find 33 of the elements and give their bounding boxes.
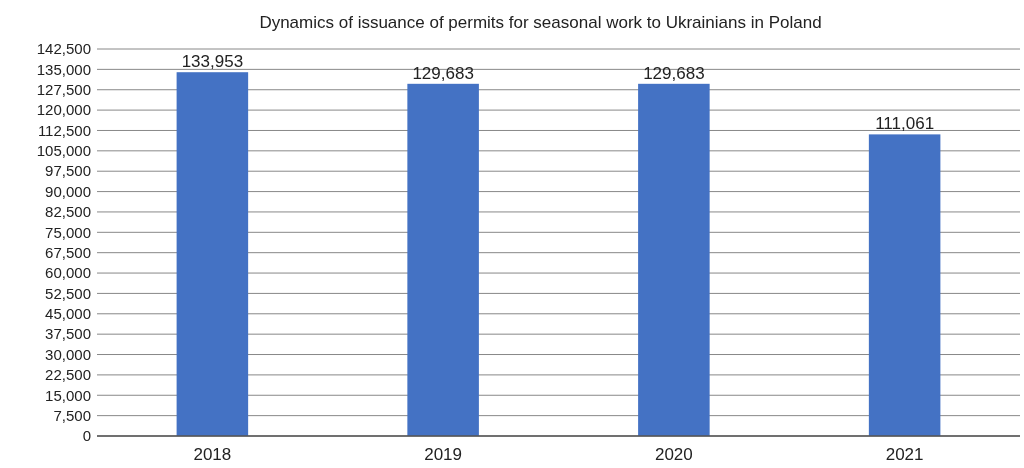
y-tick-label: 120,000	[36, 101, 91, 119]
data-label: 133,953	[181, 52, 244, 72]
y-tick-label: 37,500	[45, 325, 91, 343]
y-tick-label: 60,000	[45, 264, 91, 282]
y-tick-label: 30,000	[45, 345, 91, 363]
x-tick-label: 2021	[885, 445, 924, 464]
y-tick-label: 52,500	[45, 284, 91, 302]
x-tick-label: 2020	[654, 445, 693, 464]
y-tick-label: 7,500	[53, 406, 91, 424]
data-label: 111,061	[875, 114, 935, 134]
x-tick-label: 2019	[424, 445, 463, 464]
bar	[176, 72, 249, 436]
bar	[868, 134, 941, 436]
y-tick-label: 97,500	[45, 162, 91, 180]
bar	[407, 83, 479, 436]
y-tick-label: 67,500	[45, 243, 91, 261]
y-tick-label: 45,000	[45, 305, 91, 323]
y-tick-label: 15,000	[45, 386, 91, 404]
x-tick-label: 2018	[193, 445, 232, 464]
y-tick-label: 0	[82, 427, 91, 445]
y-tick-label: 135,000	[36, 60, 91, 78]
y-tick-label: 127,500	[36, 80, 91, 98]
y-tick-label: 82,500	[45, 203, 91, 221]
bar	[638, 83, 710, 436]
y-tick-label: 112,500	[37, 121, 91, 139]
y-tick-label: 142,500	[36, 40, 91, 58]
data-label: 129,683	[643, 63, 705, 83]
y-tick-label: 90,000	[45, 182, 91, 200]
y-tick-label: 75,000	[45, 223, 91, 241]
chart-title: Dynamics of issuance of permits for seasonal work to Ukrainians in Poland	[259, 13, 822, 32]
y-tick-label: 105,000	[36, 142, 91, 160]
y-tick-label: 22,500	[45, 366, 91, 384]
data-label: 129,683	[412, 63, 474, 83]
